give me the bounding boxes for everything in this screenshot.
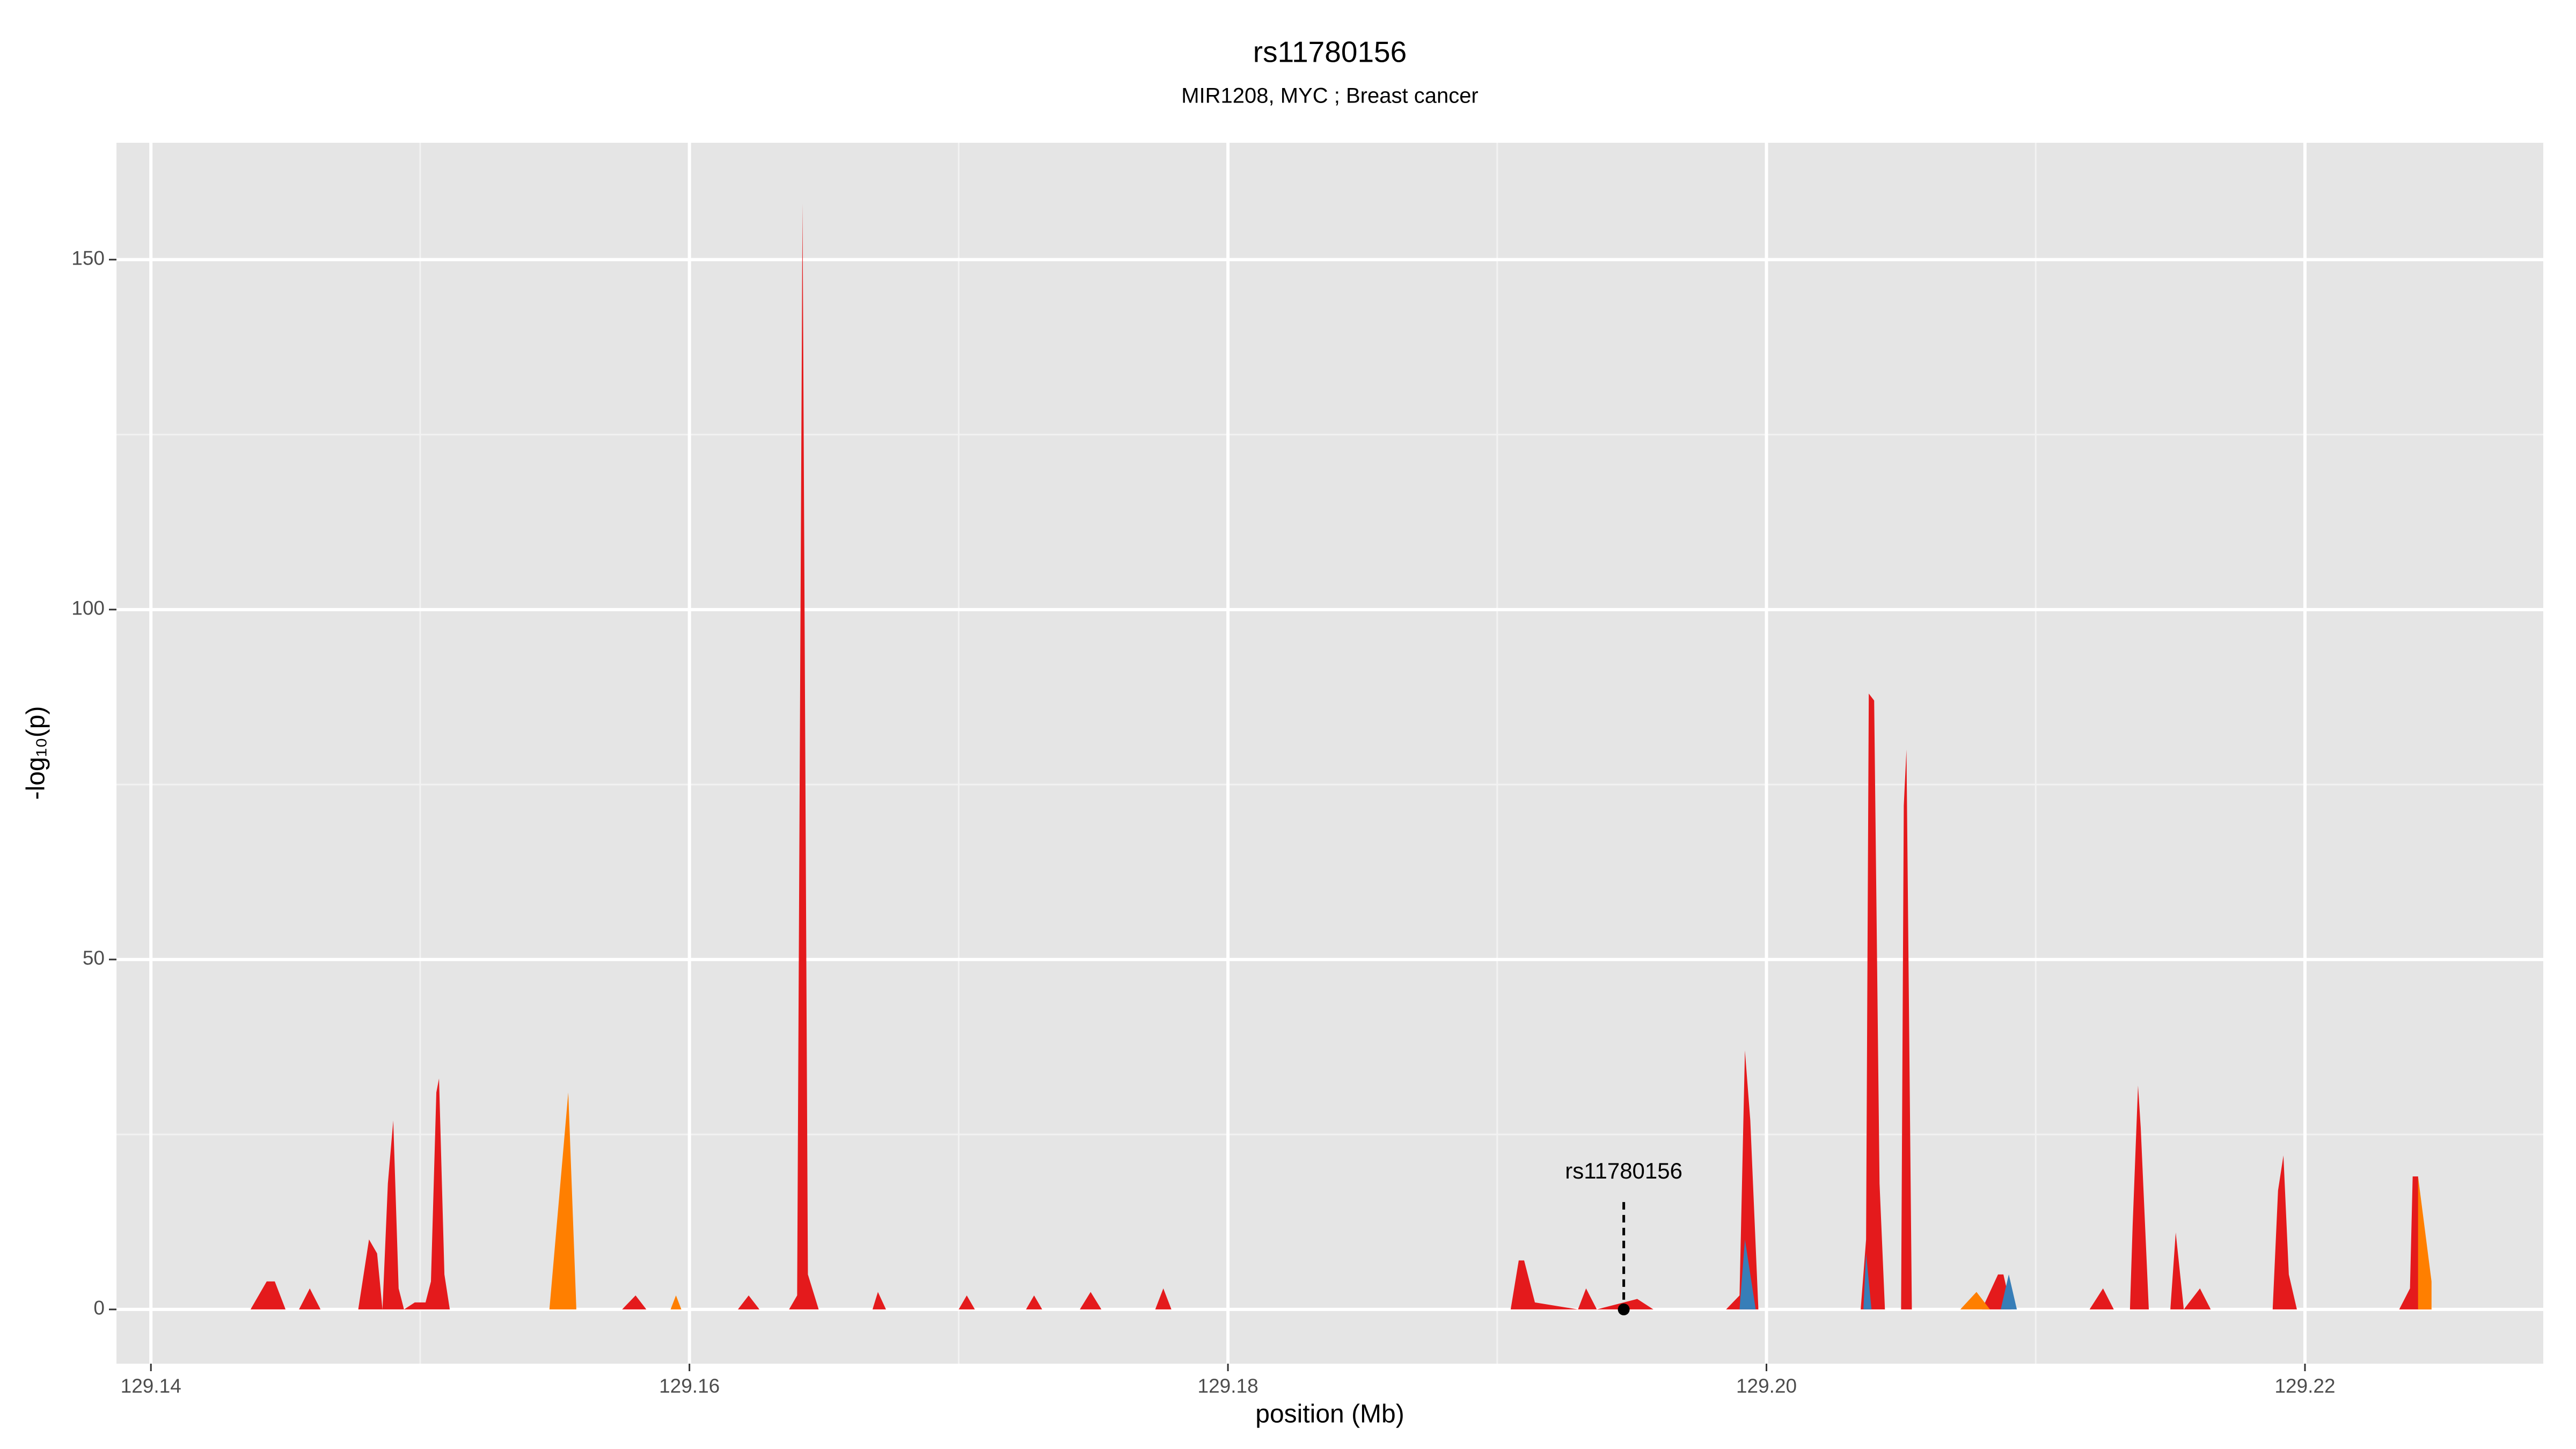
y-axis-title: -log₁₀(p) bbox=[22, 706, 50, 800]
x-tick-label: 129.18 bbox=[1198, 1375, 1258, 1397]
annotation-point bbox=[1618, 1303, 1630, 1315]
x-tick-label: 129.14 bbox=[121, 1375, 181, 1397]
y-tick-label: 50 bbox=[83, 947, 105, 969]
y-tick-label: 150 bbox=[71, 247, 105, 269]
x-tick-label: 129.16 bbox=[659, 1375, 720, 1397]
y-tick-label: 0 bbox=[93, 1297, 105, 1319]
plot-panel bbox=[116, 143, 2543, 1364]
x-tick-label: 129.22 bbox=[2274, 1375, 2335, 1397]
x-tick-label: 129.20 bbox=[1736, 1375, 1797, 1397]
chart-title: rs11780156 bbox=[1253, 35, 1407, 69]
y-tick-label: 100 bbox=[71, 597, 105, 619]
chart-subtitle: MIR1208, MYC ; Breast cancer bbox=[1181, 84, 1479, 108]
annotation-label: rs11780156 bbox=[1565, 1158, 1682, 1183]
x-axis-title: position (Mb) bbox=[1255, 1400, 1404, 1429]
